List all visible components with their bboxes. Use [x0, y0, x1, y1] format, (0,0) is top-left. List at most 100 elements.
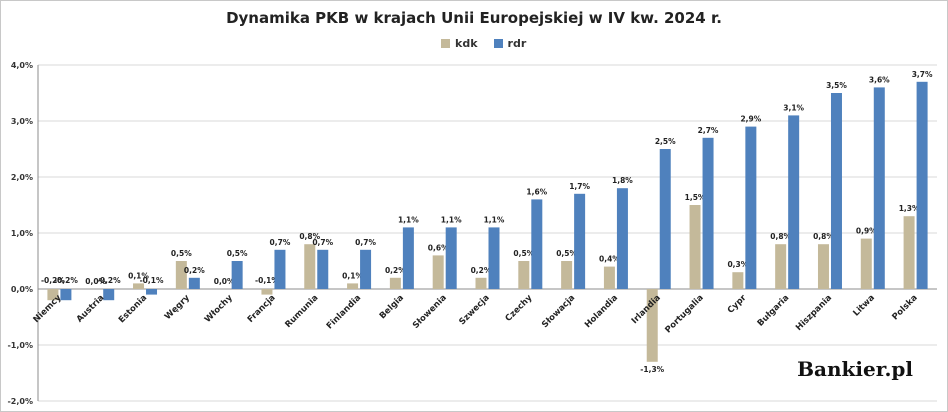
data-label-rdr: -0,2%: [54, 276, 78, 285]
data-label-rdr: -0,1%: [140, 276, 164, 285]
data-label-kdk: 0,6%: [428, 243, 449, 252]
bar-kdk: [689, 205, 701, 289]
bar-kdk: [775, 244, 787, 289]
data-label-rdr: 0,2%: [184, 266, 205, 275]
data-label-kdk: 0,0%: [214, 277, 235, 286]
bar-rdr: [146, 289, 158, 295]
bar-kdk: [903, 216, 915, 289]
data-label-rdr: 0,7%: [355, 238, 376, 247]
bar-rdr: [488, 227, 500, 289]
x-tick-label: Czechy: [504, 293, 535, 324]
bar-kdk: [732, 272, 744, 289]
bar-rdr: [745, 126, 757, 289]
bar-rdr: [360, 249, 372, 289]
bar-rdr: [916, 81, 928, 289]
bar-rdr: [702, 137, 714, 289]
bar-rdr: [188, 277, 200, 289]
data-label-rdr: 2,9%: [740, 115, 761, 124]
bar-kdk: [860, 238, 872, 289]
data-label-kdk: 0,1%: [128, 271, 149, 280]
data-label-kdk: 0,5%: [513, 249, 534, 258]
x-tick-label: Belgia: [378, 293, 406, 321]
data-label-kdk: 0,2%: [471, 266, 492, 275]
x-tick-label: Włochy: [203, 293, 235, 325]
y-tick-label: -2,0%: [7, 397, 33, 406]
bar-rdr: [274, 249, 286, 289]
data-label-kdk: 0,0%: [85, 277, 106, 286]
bar-rdr: [873, 87, 885, 290]
legend-label-rdr: rdr: [507, 37, 527, 50]
x-tick-label: Hiszpania: [794, 293, 834, 333]
bar-kdk: [817, 244, 829, 289]
bar-kdk: [603, 266, 615, 289]
x-tick-label: Polska: [890, 293, 919, 322]
data-label-kdk: 0,2%: [385, 266, 406, 275]
bar-kdk: [261, 289, 273, 295]
bar-rdr: [659, 149, 671, 289]
data-label-kdk: 0,4%: [599, 255, 620, 264]
data-label-rdr: 1,1%: [441, 215, 462, 224]
data-label-rdr: 3,7%: [912, 70, 933, 79]
legend: kdk rdr: [441, 37, 526, 50]
x-tick-label: Estonia: [117, 293, 149, 325]
data-label-rdr: 2,5%: [655, 137, 676, 146]
bar-rdr: [445, 227, 457, 289]
y-tick-label: 2,0%: [11, 173, 33, 182]
data-label-rdr: 1,1%: [398, 215, 419, 224]
bar-rdr: [616, 188, 628, 289]
data-label-kdk: 0,5%: [171, 249, 192, 258]
data-label-kdk: 0,3%: [727, 260, 748, 269]
y-tick-label: 3,0%: [11, 117, 33, 126]
y-tick-label: 0,0%: [11, 285, 33, 294]
data-label-rdr: 1,8%: [612, 176, 633, 185]
x-tick-label: Szwecja: [457, 293, 491, 327]
x-tick-label: Portugalia: [663, 293, 705, 335]
data-label-rdr: 3,6%: [869, 75, 890, 84]
data-label-kdk: 0,8%: [299, 232, 320, 241]
bar-kdk: [347, 283, 359, 289]
y-tick-label: 4,0%: [11, 61, 33, 70]
bar-kdk: [518, 261, 530, 289]
bar-kdk: [475, 277, 487, 289]
data-label-rdr: 0,7%: [270, 238, 291, 247]
bar-rdr: [574, 193, 586, 289]
data-label-kdk: 0,9%: [856, 227, 877, 236]
legend-item-kdk: kdk: [441, 37, 478, 50]
bar-rdr: [402, 227, 414, 289]
data-label-rdr: 1,7%: [569, 182, 590, 191]
data-label-rdr: 2,7%: [698, 126, 719, 135]
data-label-kdk: 0,5%: [556, 249, 577, 258]
legend-swatch-kdk: [441, 39, 450, 48]
x-tick-label: Słowacja: [540, 293, 577, 330]
data-label-kdk: 1,5%: [685, 193, 706, 202]
y-tick-label: 1,0%: [11, 229, 33, 238]
data-label-kdk: 0,1%: [342, 271, 363, 280]
x-tick-label: Austria: [75, 293, 107, 325]
data-label-rdr: 3,1%: [783, 103, 804, 112]
x-tick-label: Rumunia: [283, 293, 320, 330]
bar-rdr: [60, 289, 72, 301]
x-tick-label: Litwa: [851, 293, 877, 319]
bar-kdk: [133, 283, 145, 289]
bar-kdk: [646, 289, 658, 362]
data-label-rdr: 1,1%: [484, 215, 505, 224]
chart-title: Dynamika PKB w krajach Unii Europejskiej…: [226, 9, 722, 27]
x-tick-label: Słowenia: [411, 293, 449, 331]
x-tick-label: Bułgaria: [756, 293, 792, 329]
bar-rdr: [788, 115, 800, 290]
bar-rdr: [317, 249, 329, 289]
data-label-rdr: 0,7%: [312, 238, 333, 247]
bar-kdk: [561, 261, 573, 289]
bar-rdr: [103, 289, 115, 301]
data-label-rdr: -0,2%: [97, 276, 121, 285]
x-tick-label: Francja: [246, 293, 278, 325]
x-tick-label: Węgry: [163, 293, 192, 322]
x-tick-label: Finlandia: [325, 293, 364, 332]
bar-kdk: [389, 277, 401, 289]
data-label-rdr: 0,5%: [227, 249, 248, 258]
data-label-rdr: 3,5%: [826, 81, 847, 90]
data-label-kdk: -0,1%: [255, 276, 279, 285]
data-label-kdk: 0,8%: [770, 232, 791, 241]
